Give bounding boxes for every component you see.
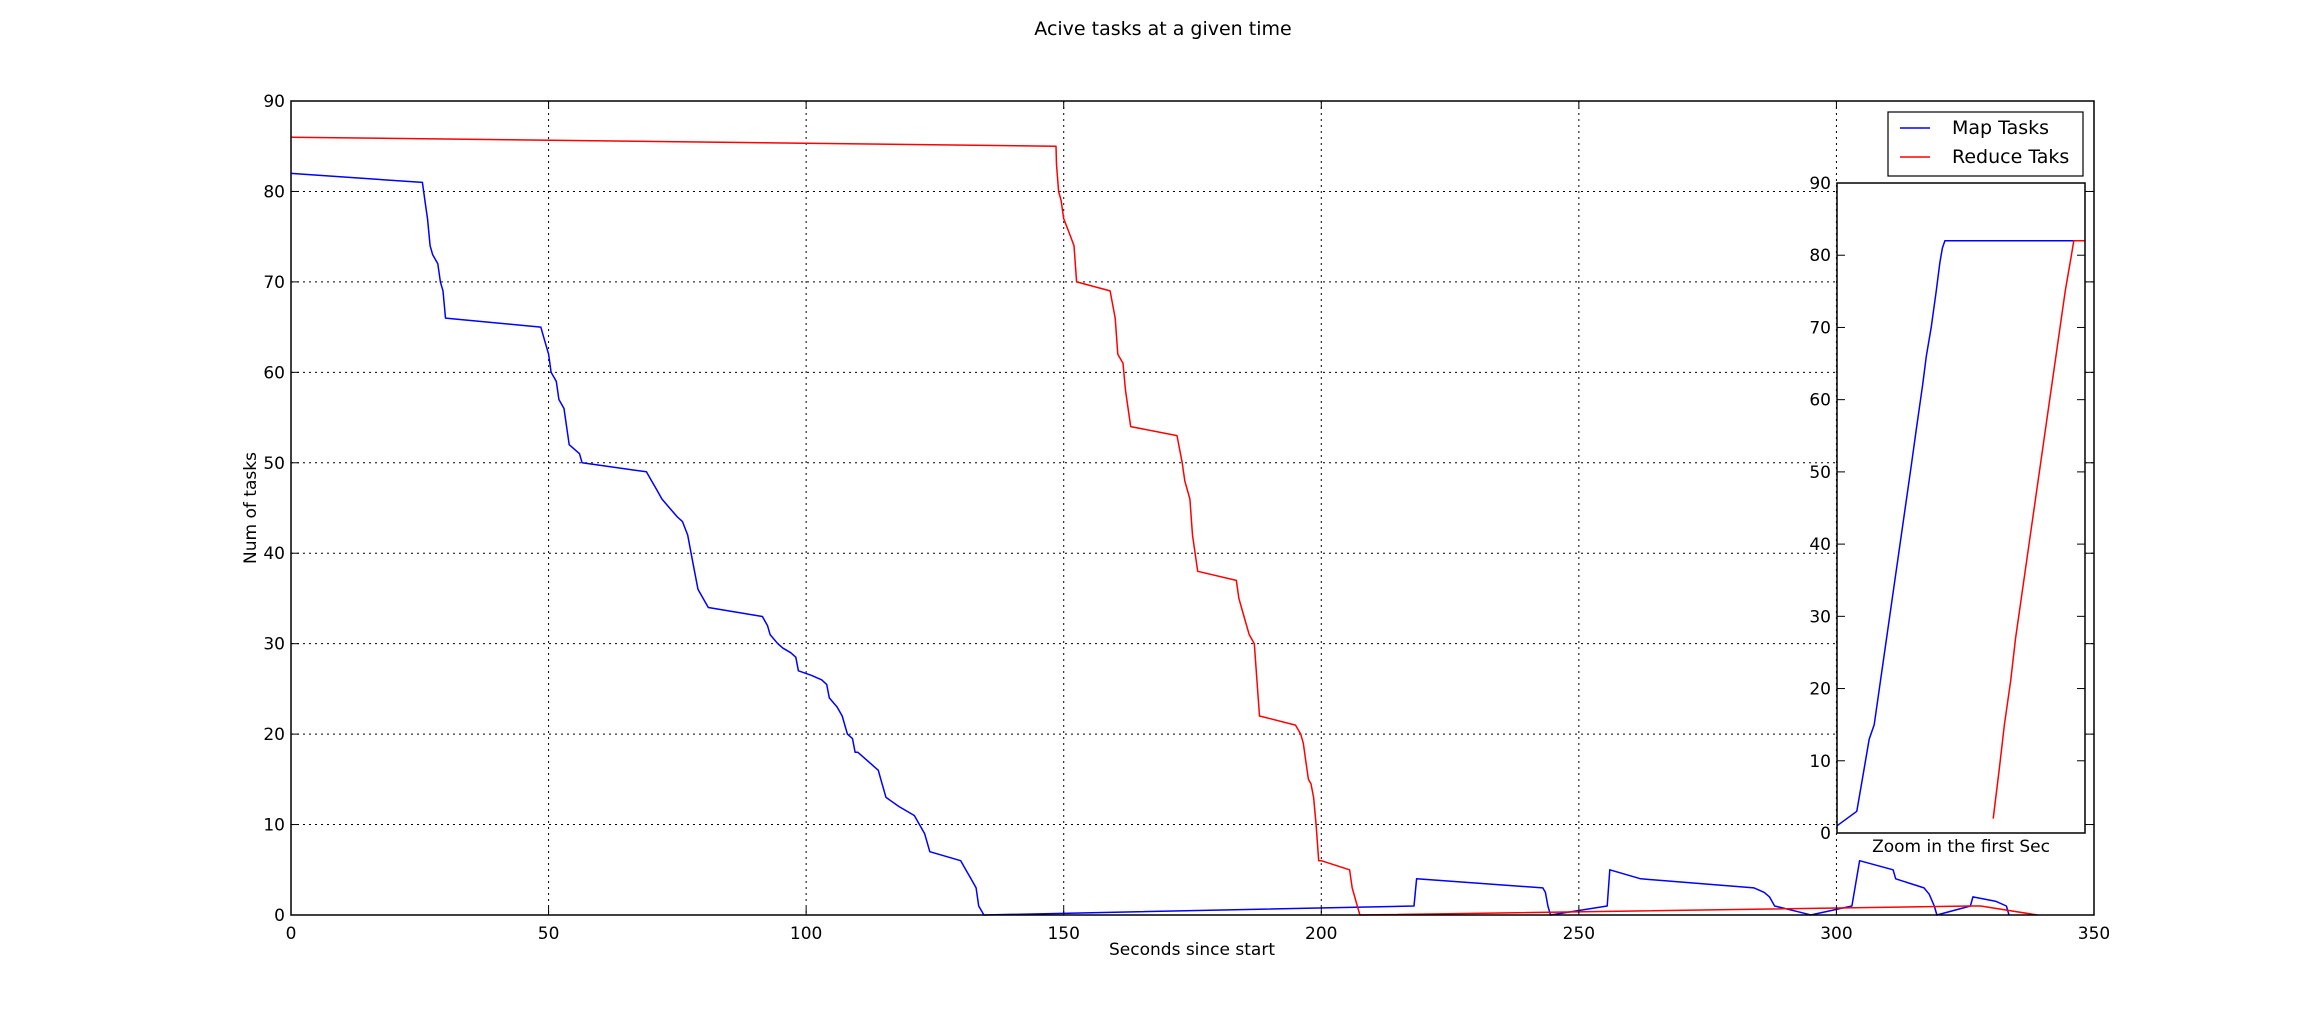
y-tick-label: 60 [263, 363, 285, 383]
main-plot-frame [290, 100, 2095, 916]
inset-y-tick-label: 80 [1809, 246, 1831, 266]
y-tick-label: 80 [263, 182, 285, 202]
legend: Map Tasks Reduce Taks [1887, 111, 2084, 177]
legend-label-reduce: Reduce Taks [1952, 146, 2069, 168]
main-series [290, 136, 2038, 916]
y-tick-label: 90 [263, 92, 285, 112]
x-tick-label: 350 [2078, 924, 2110, 944]
inset-plot-frame [1836, 182, 2086, 834]
y-tick-label: 50 [263, 454, 285, 474]
inset-y-tick-label: 20 [1809, 680, 1831, 700]
x-tick-label: 0 [286, 924, 297, 944]
x-tick-label: 150 [1047, 924, 1079, 944]
y-tick-label: 40 [263, 544, 285, 564]
inset-y-tick-label: 30 [1809, 607, 1831, 627]
inset-y-tick-label: 40 [1809, 535, 1831, 555]
x-tick-label: 250 [1563, 924, 1595, 944]
x-tick-label: 300 [1820, 924, 1852, 944]
y-axis-label: Num of tasks [241, 452, 261, 564]
y-tick-label: 30 [263, 635, 285, 655]
inset-map-tasks-line [1836, 240, 2085, 827]
y-tick-label: 70 [263, 273, 285, 293]
reduce-tasks-line [290, 136, 2038, 916]
inset-y-tick-label: 50 [1809, 463, 1831, 483]
inset-y-tick-label: 90 [1809, 174, 1831, 194]
inset-y-tick-label: 60 [1809, 391, 1831, 411]
legend-label-map: Map Tasks [1952, 117, 2049, 139]
x-tick-label: 100 [790, 924, 822, 944]
chart-title: Acive tasks at a given time [1034, 18, 1291, 40]
inset-x-axis-label: Zoom in the first Sec [1872, 837, 2050, 857]
x-tick-label: 200 [1305, 924, 1337, 944]
inset-background [1837, 183, 2085, 833]
y-tick-label: 20 [263, 725, 285, 745]
inset-y-tick-label: 0 [1820, 824, 1831, 844]
x-axis-label: Seconds since start [1109, 940, 1275, 960]
legend-box [1887, 111, 2084, 177]
inset-chart: 0 10 20 30 40 50 60 70 80 90 Zoom in the first Se… [1809, 174, 2086, 857]
inset-y-tick-label: 10 [1809, 752, 1831, 772]
y-tick-label: 0 [274, 906, 285, 926]
x-tick-label: 50 [538, 924, 560, 944]
inset-y-tick-label: 70 [1809, 318, 1831, 338]
inset-ticks: 0 10 20 30 40 50 60 70 80 90 [1809, 174, 2085, 844]
main-grid [291, 101, 2094, 915]
y-tick-label: 10 [263, 816, 285, 836]
inset-series [1836, 240, 2085, 827]
inset-reduce-tasks-line [1992, 240, 2085, 819]
map-tasks-line [290, 172, 2010, 916]
